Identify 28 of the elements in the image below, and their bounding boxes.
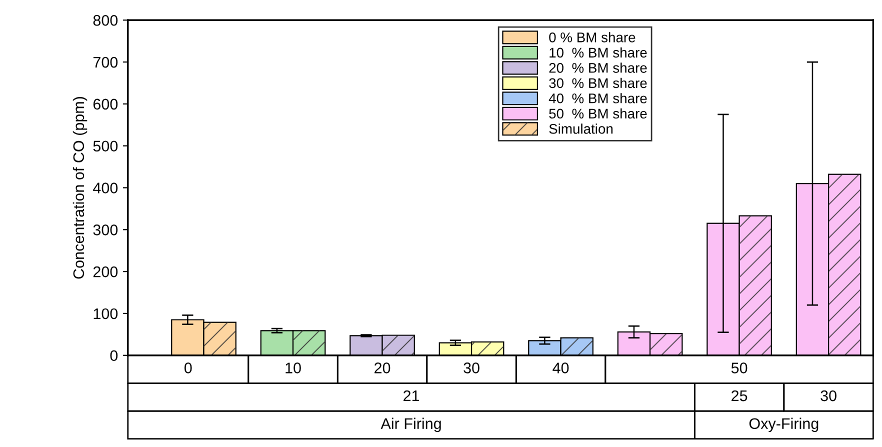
x-tick-label: 40 bbox=[552, 362, 569, 374]
legend-label: 0 % BM share bbox=[549, 32, 636, 42]
y-tick-label: 700 bbox=[93, 56, 118, 68]
legend-label: Simulation bbox=[549, 124, 613, 134]
x-tick-label: 30 bbox=[464, 362, 480, 374]
legend-label: 20 % BM share bbox=[549, 62, 647, 73]
legend-label: 30 % BM share bbox=[549, 78, 647, 88]
y-tick-label: 300 bbox=[93, 224, 118, 236]
text: 30 bbox=[820, 390, 836, 402]
x-tick-label: 0 bbox=[184, 362, 192, 374]
text: Air Firing bbox=[380, 418, 441, 432]
text: Oxy-Firing bbox=[749, 418, 818, 432]
legend-label: 50 % BM share bbox=[549, 108, 647, 119]
legend-label: 40 % BM share bbox=[548, 93, 647, 104]
x-tick-label: 20 bbox=[374, 362, 390, 374]
text: 21 bbox=[404, 390, 420, 402]
legend-label: 10 % BM share bbox=[550, 47, 647, 58]
y-tick-label: 500 bbox=[93, 140, 118, 152]
text: 50 bbox=[731, 362, 748, 374]
y-tick-label: 0 bbox=[110, 350, 118, 362]
y-axis-title: Concentration of CO (ppm) bbox=[72, 96, 88, 279]
y-tick-label: 600 bbox=[93, 98, 118, 110]
y-tick-label: 800 bbox=[93, 14, 118, 26]
y-tick-label: 200 bbox=[93, 266, 118, 278]
y-tick-label: 100 bbox=[94, 308, 118, 320]
text: 25 bbox=[732, 390, 748, 402]
x-tick-label: 10 bbox=[286, 362, 301, 374]
y-tick-label: 400 bbox=[93, 182, 118, 194]
